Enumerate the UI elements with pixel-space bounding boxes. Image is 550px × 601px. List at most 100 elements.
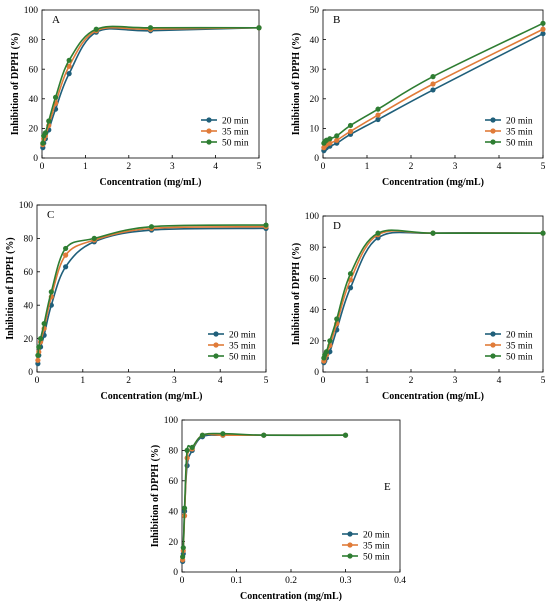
plot-frame <box>36 204 267 373</box>
y-axis-label: Inhibition of DPPH (%) <box>150 445 161 548</box>
y-tick-label: 60 <box>169 477 179 487</box>
y-tick-label: 20 <box>29 125 39 135</box>
data-point <box>540 20 546 26</box>
x-tick-label: 4 <box>213 162 218 172</box>
data-point <box>147 25 154 31</box>
x-tick-label: 2 <box>126 162 131 172</box>
y-tick-label: 80 <box>29 36 39 46</box>
data-point <box>375 230 381 236</box>
data-point <box>181 505 188 511</box>
y-tick-label: 100 <box>164 416 179 426</box>
legend-label: 20 min <box>229 330 256 340</box>
data-point <box>375 106 381 112</box>
plot-frame <box>41 9 260 159</box>
data-point <box>63 264 69 270</box>
x-tick-label: 5 <box>264 376 269 386</box>
data-point <box>342 432 349 438</box>
data-point <box>430 87 436 93</box>
data-point <box>180 545 186 551</box>
x-tick-label: 1 <box>83 162 88 172</box>
data-point <box>91 235 97 241</box>
legend-marker <box>347 553 353 559</box>
panel-letter: A <box>52 14 60 26</box>
data-point <box>220 431 226 437</box>
legend-label: 50 min <box>506 352 533 362</box>
legend-label: 35 min <box>222 127 249 137</box>
x-tick-label: 4 <box>497 376 502 386</box>
y-tick-label: 80 <box>24 235 34 245</box>
data-point <box>66 71 72 77</box>
series-line <box>181 432 346 557</box>
x-tick-label: 0.1 <box>231 576 243 586</box>
legend-marker <box>206 117 212 123</box>
legend-label: 50 min <box>229 352 256 362</box>
x-tick-label: 1 <box>80 376 85 386</box>
legend-marker <box>490 117 496 123</box>
y-tick-label: 60 <box>310 275 320 285</box>
y-tick-label: 10 <box>310 125 320 135</box>
series-line <box>181 434 346 562</box>
x-tick-label: 0 <box>180 576 185 586</box>
legend-label: 20 min <box>222 116 249 126</box>
legend-label: 35 min <box>506 127 533 137</box>
y-tick-label: 40 <box>24 301 34 311</box>
legend-label: 50 min <box>363 552 390 562</box>
y-tick-label: 60 <box>24 268 34 278</box>
data-point <box>66 63 72 69</box>
legend-label: 35 min <box>363 541 390 551</box>
x-tick-label: 4 <box>218 376 223 386</box>
x-axis-label: Concentration (mg/mL) <box>240 591 342 601</box>
x-axis-label: Concentration (mg/mL) <box>101 391 203 402</box>
data-point <box>52 94 59 100</box>
plot-frame <box>322 215 544 373</box>
y-axis-label: Inhibition of DPPH (%) <box>10 33 21 136</box>
x-tick-label: 3 <box>170 162 175 172</box>
x-tick-label: 3 <box>453 162 458 172</box>
data-point <box>66 57 72 63</box>
data-point <box>540 230 546 236</box>
y-tick-label: 20 <box>24 335 34 345</box>
x-tick-label: 0.4 <box>394 576 406 586</box>
y-axis-label: Inhibition of DPPH (%) <box>291 243 302 346</box>
data-point <box>93 26 99 32</box>
y-tick-label: 100 <box>305 212 320 222</box>
chart-panel-d: 0 1 2 3 4 5 0 20 40 60 80 100 Concentration (mg/mL) I… <box>291 212 546 402</box>
data-point <box>327 136 333 142</box>
y-tick-label: 80 <box>169 447 179 457</box>
y-tick-label: 30 <box>310 65 320 75</box>
legend-marker <box>490 353 496 359</box>
legend-marker <box>206 139 212 145</box>
x-tick-label: 0 <box>321 376 326 386</box>
data-point <box>327 140 333 146</box>
y-tick-label: 20 <box>169 538 179 548</box>
y-tick-label: 40 <box>310 306 320 316</box>
data-point <box>334 137 340 143</box>
panel-letter: C <box>47 209 54 221</box>
x-tick-label: 5 <box>257 162 262 172</box>
y-tick-label: 0 <box>173 568 178 578</box>
data-point <box>347 285 354 291</box>
data-point <box>540 31 546 37</box>
y-tick-label: 20 <box>310 95 320 105</box>
y-tick-label: 60 <box>29 65 39 75</box>
chart-panel-a: 0 1 2 3 4 5 0 20 40 60 80 100 Concentration (mg/mL) I… <box>10 6 262 188</box>
panel-letter: B <box>333 14 340 26</box>
data-point <box>35 352 41 358</box>
x-tick-label: 1 <box>365 162 370 172</box>
panel-letter: D <box>333 220 341 232</box>
legend-marker <box>213 342 219 348</box>
data-point <box>63 252 69 258</box>
x-tick-label: 1 <box>365 376 370 386</box>
legend-label: 20 min <box>363 530 390 540</box>
data-point <box>334 316 340 322</box>
legend-marker <box>490 139 496 145</box>
y-tick-label: 20 <box>310 337 320 347</box>
data-point <box>184 447 190 453</box>
y-tick-label: 0 <box>314 154 319 164</box>
x-tick-label: 0.3 <box>340 576 352 586</box>
